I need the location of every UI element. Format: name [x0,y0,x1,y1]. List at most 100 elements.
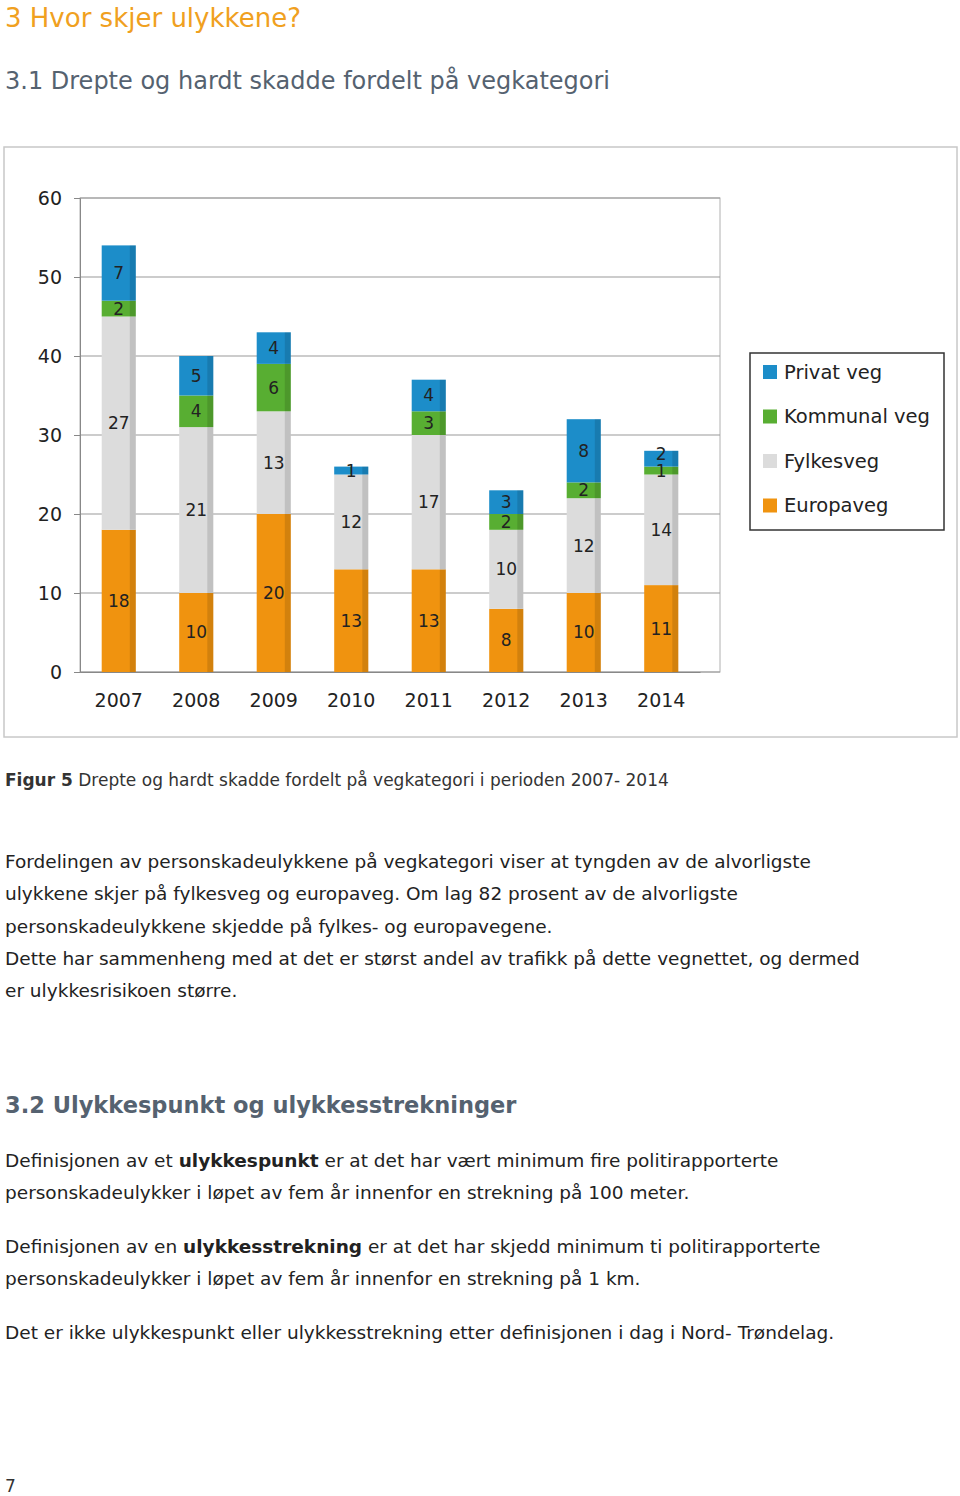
data-label: 3 [501,492,512,512]
data-label: 14 [650,520,672,540]
text-run: Drepte og hardt skadde fordelt på vegkat… [73,770,669,790]
bar-segment [179,356,213,396]
data-label: 4 [268,338,279,358]
bar-side [130,317,136,530]
bar-side [672,467,678,475]
data-label: 5 [191,366,202,386]
strong-run: ulykkesstrekning [183,1236,362,1257]
legend-swatch [763,410,777,424]
text-run: er ulykkesrisikoen større. [5,980,237,1001]
legend-box [750,353,944,530]
tick-mark [74,435,80,436]
bar-side [285,332,291,364]
tick-label: 30 [38,424,62,446]
tick-label: 2008 [172,689,220,711]
bar-segment [257,332,291,364]
data-label: 27 [108,413,130,433]
bar-side [285,514,291,672]
strong-run: Figur 5 [5,770,73,790]
bar-segment [489,490,523,514]
chart-frame [4,147,957,737]
legend-swatch [763,499,777,513]
legend-label: Europaveg [784,494,888,517]
bar-segment [257,514,291,672]
section-heading: 3.2 Ulykkespunkt og ulykkesstrekninger [5,1092,517,1118]
caption: Figur 5 Drepte og hardt skadde fordelt p… [5,770,669,790]
tick: 2008 [172,689,220,711]
data-label: 18 [108,591,130,611]
grid-line [80,355,720,356]
data-label: 10 [185,622,207,642]
bar-side [517,530,523,609]
tick-label: 60 [38,187,62,209]
data-label: 4 [423,385,434,405]
data-label: 20 [263,583,285,603]
grid-line [80,671,720,672]
bar-side [207,396,213,428]
tick: 30 [38,424,80,446]
bar-segment [412,569,446,672]
bar-segment [412,435,446,569]
tick-mark [74,672,80,673]
page-number: 7 [5,1476,16,1496]
bar-side [440,435,446,569]
legend-label: Privat veg [784,361,882,384]
data-label: 2 [578,480,589,500]
tick: 2013 [560,689,608,711]
data-label: 13 [340,611,362,631]
bar-side [517,514,523,530]
data-label: 2 [501,512,512,532]
data-label: 21 [185,500,207,520]
tick-mark [74,277,80,278]
bar-side [362,467,368,475]
tick: 2007 [95,689,143,711]
data-label: 2 [656,444,667,464]
data-label: 7 [113,263,124,283]
chart: 1827271021452013641312113173481023101228… [4,147,957,737]
bar-segment [412,411,446,435]
body-line: Fordelingen av personskadeulykkene på ve… [5,851,811,872]
tick-label: 0 [50,661,62,683]
tick: 2014 [637,689,685,711]
data-label: 2 [113,299,124,319]
bar-segment [102,317,136,530]
text-run: personskadeulykker i løpet av fem år inn… [5,1182,689,1203]
data-label: 10 [573,622,595,642]
x-axis: 20072008200920102011201220132014 [81,673,701,712]
data-label: 4 [191,401,202,421]
tick-label: 40 [38,345,62,367]
bar-side [362,569,368,672]
grid-line [80,197,720,198]
data-label: 13 [418,611,440,631]
text-run: er at det har skjedd minimum ti politira… [362,1236,820,1257]
data-label: 1 [346,461,357,481]
bar-side [130,301,136,317]
heading: 3 Hvor skjer ulykkene? [5,3,301,33]
tick-mark [74,356,80,357]
text-run: personskadeulykker i løpet av fem år inn… [5,1268,641,1289]
bar-side [440,380,446,412]
legend-swatch [763,454,777,468]
bar-side [285,364,291,411]
text-run: Definisjonen av et [5,1150,179,1171]
data-label: 12 [573,536,595,556]
bar-segment [489,609,523,672]
legend-label: Kommunal veg [784,405,930,428]
axis-line [74,199,81,673]
tick: 60 [38,187,80,209]
bar-side [672,585,678,672]
y-axis: 0102030405060 [38,187,81,683]
bar-side [517,609,523,672]
text-run: Dette har sammenheng med at det er størs… [5,948,860,969]
body-line: ulykkene skjer på fylkesveg og europaveg… [5,883,738,904]
tick: 40 [38,345,80,367]
data-label: 1 [656,461,667,481]
axis-line [81,672,701,673]
bar-segment [644,585,678,672]
bar-side [672,475,678,586]
grid-line [80,513,720,514]
tick-label: 2007 [95,689,143,711]
bar-segment [102,530,136,672]
bar-segment [644,475,678,586]
body-line: er ulykkesrisikoen større. [5,980,237,1001]
